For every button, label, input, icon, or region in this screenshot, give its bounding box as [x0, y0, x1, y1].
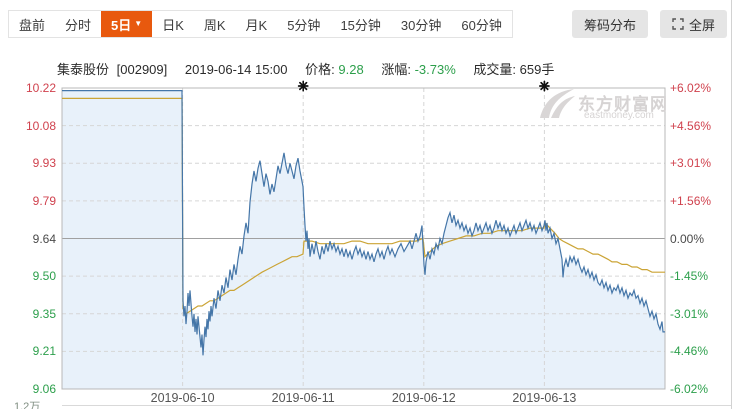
y-axis-price-label: 9.79 [32, 193, 56, 208]
chevron-down-icon: ▼ [134, 19, 143, 28]
y-axis-percent-label: +3.01% [670, 156, 712, 171]
tab-intraday[interactable]: 分时 [65, 17, 92, 33]
y-axis-price-label: 9.35 [32, 306, 56, 321]
chip-distribution-button[interactable]: 筹码分布 [571, 10, 648, 38]
x-axis-date-label: 2019-06-11 [271, 391, 335, 405]
chart-period-tabs: 盘前 分时 5日 ▼ 日K 周K 月K 5分钟 15分钟 30分钟 60分钟 [8, 10, 513, 38]
x-axis-date-label: 2019-06-12 [391, 391, 456, 405]
area-fill [62, 90, 665, 389]
fullscreen-icon [672, 18, 684, 30]
price-line [62, 90, 665, 356]
fullscreen-button[interactable]: 全屏 [659, 10, 727, 38]
y-axis-percent-label: +4.56% [670, 118, 712, 133]
event-marker-star [297, 80, 309, 92]
y-axis-percent-label: -1.45% [670, 269, 709, 284]
x-axis-date-label: 2019-06-10 [150, 391, 215, 405]
price-value: 9.28 [338, 62, 364, 77]
x-axis-date-label: 2019-06-13 [512, 391, 577, 405]
quote-datetime: 2019-06-14 15:00 [184, 62, 288, 77]
volume-axis-partial-label: 1.2万 [14, 401, 41, 409]
event-marker-star [539, 80, 550, 92]
change-value: -3.73% [414, 62, 456, 77]
tab-monthly-k[interactable]: 月K [245, 17, 268, 33]
plot-border [61, 87, 666, 390]
tab-daily-k[interactable]: 日K [162, 17, 184, 33]
change-label: 涨幅: [381, 62, 411, 77]
y-axis-percent-label: +1.56% [670, 193, 712, 208]
y-axis-price-label: 9.21 [32, 344, 56, 359]
y-axis-percent-label: +6.02% [670, 81, 712, 95]
tab-pre-market[interactable]: 盘前 [19, 17, 46, 33]
tab-30min[interactable]: 30分钟 [400, 17, 442, 33]
y-axis-price-label: 9.93 [32, 156, 56, 171]
tab-60min[interactable]: 60分钟 [461, 17, 502, 33]
tab-weekly-k[interactable]: 周K [203, 17, 226, 33]
avg-price-line [62, 97, 665, 315]
y-axis-price-label: 10.08 [25, 118, 56, 133]
y-axis-percent-label: -6.02% [670, 382, 709, 396]
fullscreen-label: 全屏 [688, 17, 715, 33]
stock-info-bar: 集泰股份 [002909] 2019-06-14 15:00 价格: 9.28 … [57, 59, 558, 78]
page-right-border [731, 0, 732, 409]
tab-15min[interactable]: 15分钟 [340, 17, 381, 33]
y-axis-price-label: 9.06 [32, 382, 56, 396]
tab-5day[interactable]: 5日 ▼ [101, 11, 153, 37]
y-axis-price-label: 10.22 [25, 81, 56, 95]
tab-5min[interactable]: 5分钟 [287, 17, 321, 33]
y-axis-percent-label: 0.00% [670, 231, 705, 246]
stock-name: 集泰股份 [57, 62, 110, 77]
volume-label: 成交量: [473, 62, 517, 77]
stock-code: [002909] [116, 62, 168, 77]
pane-divider [62, 405, 731, 406]
y-axis-price-label: 9.64 [32, 231, 56, 246]
volume-value: 659手 [519, 62, 555, 77]
y-axis-percent-label: -4.46% [670, 344, 709, 359]
price-label: 价格: [305, 62, 335, 77]
y-axis-price-label: 9.50 [32, 269, 56, 284]
y-axis-percent-label: -3.01% [670, 306, 709, 321]
